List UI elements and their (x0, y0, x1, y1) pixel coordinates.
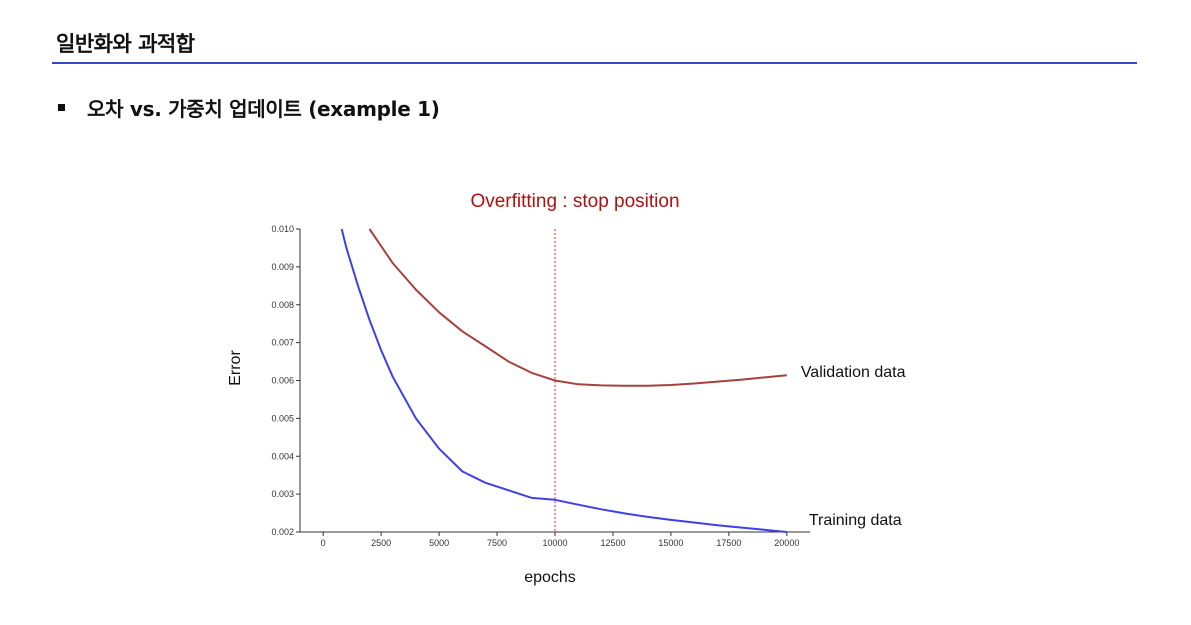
y-tick-label: 0.002 (271, 527, 294, 537)
y-tick-label: 0.010 (271, 224, 294, 234)
y-tick-label: 0.005 (271, 413, 294, 423)
x-tick-label: 0 (321, 538, 326, 548)
x-tick-label: 17500 (716, 538, 741, 548)
y-tick-label: 0.009 (271, 262, 294, 272)
y-tick-label: 0.008 (271, 300, 294, 310)
x-tick-label: 15000 (658, 538, 683, 548)
slide-title: 일반화와 과적합 (56, 32, 195, 56)
title-divider (52, 62, 1137, 64)
bullet-text: 오차 vs. 가중치 업데이트 (example 1) (87, 97, 440, 121)
x-tick-label: 7500 (487, 538, 507, 548)
x-axis-label: epochs (524, 569, 576, 586)
x-tick-label: 12500 (600, 538, 625, 548)
validation-data-line (368, 228, 787, 387)
x-tick-label: 10000 (542, 538, 567, 548)
y-axis-label: Error (227, 350, 244, 386)
validation-data-label: Validation data (801, 364, 906, 381)
chart-axes: 0.002 0.003 0.004 0.005 0.006 0.007 0.008 0.009… (271, 224, 810, 548)
chart-title: Overfitting : stop position (470, 191, 679, 212)
x-tick-label: 20000 (774, 538, 799, 548)
y-tick-label: 0.007 (271, 338, 294, 348)
x-tick-label: 2500 (371, 538, 391, 548)
x-tick-label: 5000 (429, 538, 449, 548)
chart-series: Training data Validation data (340, 228, 906, 533)
training-data-line (340, 228, 787, 533)
bullet-item: 오차 vs. 가중치 업데이트 (example 1) (58, 93, 440, 122)
training-data-label: Training data (809, 512, 902, 529)
bullet-marker (58, 104, 65, 111)
y-tick-label: 0.003 (271, 489, 294, 499)
y-tick-label: 0.004 (271, 451, 294, 461)
y-tick-label: 0.006 (271, 376, 294, 386)
